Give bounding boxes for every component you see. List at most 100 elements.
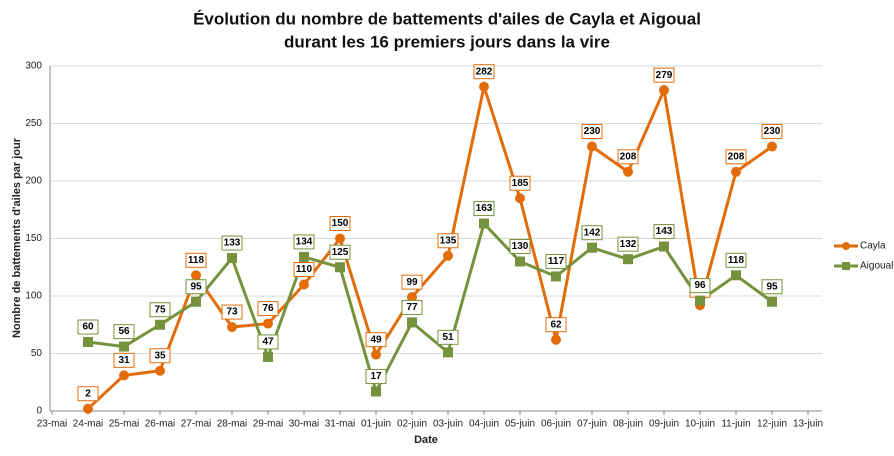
x-tick-label: 24-mai xyxy=(73,419,104,430)
value-label-box xyxy=(329,216,351,231)
value-label: 142 xyxy=(584,227,601,238)
value-label: 279 xyxy=(656,70,673,81)
y-tick-label: 50 xyxy=(31,348,43,359)
x-tick-label: 05-juin xyxy=(505,419,535,430)
marker xyxy=(83,337,93,347)
marker xyxy=(587,242,597,253)
value-label-box xyxy=(545,253,567,269)
marker xyxy=(335,233,345,244)
x-tick-label: 23-mai xyxy=(37,419,68,430)
value-label-box xyxy=(617,149,639,165)
value-label: 135 xyxy=(440,235,457,246)
value-label: 49 xyxy=(370,334,382,345)
value-label: 185 xyxy=(512,178,529,189)
marker xyxy=(515,193,525,204)
value-label-box xyxy=(401,274,423,290)
x-tick-label: 31-mai xyxy=(325,419,356,430)
x-tick-label: 27-mai xyxy=(181,419,212,430)
marker xyxy=(119,341,129,352)
value-label-box xyxy=(401,299,423,315)
value-label-box xyxy=(113,352,135,368)
value-label-box xyxy=(617,236,639,252)
y-tick-label: 0 xyxy=(36,406,42,417)
value-label-box xyxy=(437,329,459,345)
marker xyxy=(335,262,345,273)
value-label-box xyxy=(761,124,783,139)
value-label: 117 xyxy=(548,256,565,267)
chart-subtitle: durant les 16 premiers jours dans la vir… xyxy=(284,32,610,51)
marker xyxy=(191,270,201,281)
value-label: 163 xyxy=(476,203,493,214)
value-label: 31 xyxy=(118,355,130,366)
marker xyxy=(263,351,273,362)
value-label-box xyxy=(257,301,279,317)
value-label-box xyxy=(437,233,459,249)
x-tick-label: 04-juin xyxy=(469,419,499,430)
x-axis-title: Date xyxy=(414,434,438,446)
marker xyxy=(623,254,633,265)
value-label: 56 xyxy=(118,326,130,337)
value-label: 17 xyxy=(370,371,382,382)
value-label: 134 xyxy=(296,237,313,248)
value-label: 118 xyxy=(188,255,205,266)
x-tick-label: 07-juin xyxy=(577,419,607,430)
marker xyxy=(191,296,201,307)
x-tick-label: 03-juin xyxy=(433,419,463,430)
value-label-box xyxy=(473,64,495,80)
marker xyxy=(371,349,381,360)
value-label: 99 xyxy=(406,277,418,288)
marker xyxy=(623,166,633,177)
value-label: 125 xyxy=(332,247,349,258)
marker xyxy=(155,319,165,330)
value-label: 35 xyxy=(154,350,166,361)
x-tick-label: 01-juin xyxy=(361,419,391,430)
marker xyxy=(371,386,381,397)
legend-marker xyxy=(842,262,850,270)
value-label-box xyxy=(581,124,603,139)
y-tick-label: 300 xyxy=(25,61,42,72)
value-label-box xyxy=(149,348,171,364)
value-label: 282 xyxy=(476,66,493,77)
y-tick-label: 100 xyxy=(25,291,42,302)
value-label-box xyxy=(689,278,711,294)
value-label: 230 xyxy=(584,126,601,137)
marker xyxy=(407,317,417,328)
value-label: 208 xyxy=(620,151,637,162)
value-label-box xyxy=(761,279,783,295)
value-label-box xyxy=(509,175,531,191)
marker xyxy=(443,250,453,261)
x-tick-label: 06-juin xyxy=(541,419,571,430)
value-label: 208 xyxy=(728,151,745,162)
x-tick-label: 28-mai xyxy=(217,419,248,430)
marker xyxy=(155,365,165,376)
value-label: 2 xyxy=(85,388,91,399)
value-label-box xyxy=(113,324,135,340)
x-tick-label: 09-juin xyxy=(649,419,679,430)
x-tick-label: 02-juin xyxy=(397,419,427,430)
value-label: 62 xyxy=(550,319,562,330)
marker xyxy=(227,253,237,264)
legend-label: Aigoual xyxy=(860,261,893,272)
value-label-box xyxy=(149,302,171,318)
value-label-box xyxy=(653,224,675,240)
x-tick-label: 25-mai xyxy=(109,419,140,430)
y-tick-label: 250 xyxy=(25,118,42,129)
value-label: 73 xyxy=(226,307,238,318)
value-label: 143 xyxy=(656,226,673,237)
marker xyxy=(659,241,669,252)
value-label-box xyxy=(473,201,495,217)
value-label: 95 xyxy=(766,281,778,292)
value-label-box xyxy=(365,332,387,348)
legend-label: Cayla xyxy=(860,241,886,252)
value-label: 150 xyxy=(332,218,349,229)
value-label-box xyxy=(509,239,531,254)
marker xyxy=(551,334,561,345)
value-label: 76 xyxy=(262,303,274,314)
chart-title: Évolution du nombre de battements d'aile… xyxy=(193,9,701,28)
value-label-box xyxy=(77,386,99,402)
value-label: 95 xyxy=(190,281,202,292)
marker xyxy=(731,166,741,177)
value-label-box xyxy=(185,279,207,295)
value-label: 132 xyxy=(620,239,637,250)
